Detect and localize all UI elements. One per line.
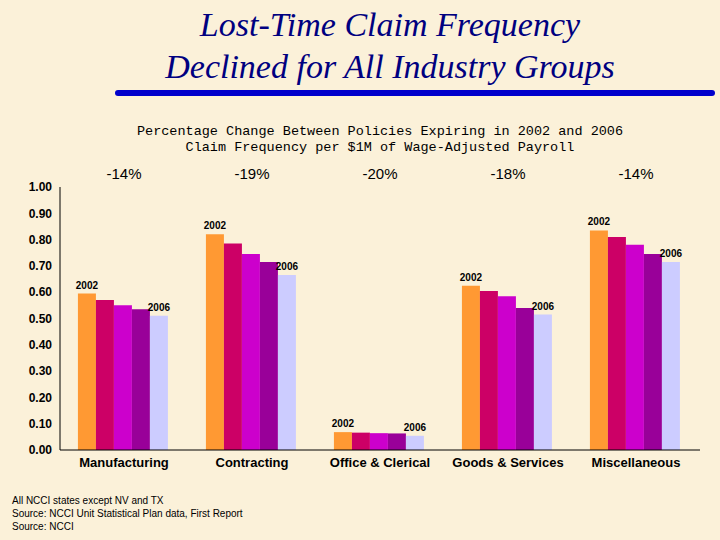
svg-text:0.60: 0.60	[29, 285, 53, 299]
svg-text:2002: 2002	[76, 280, 99, 291]
html-text:Claim Frequency per $1M of Wag: Claim Frequency per $1M of Wage-Adjusted…	[185, 140, 575, 155]
svg-text:0.40: 0.40	[29, 338, 53, 352]
svg-text:Office & Clerical: Office & Clerical	[330, 455, 430, 470]
html-text:Source: NCCI: Source: NCCI	[12, 521, 74, 532]
svg-text:2006: 2006	[532, 301, 555, 312]
html-text:All NCCI states except NV and: All NCCI states except NV and TX	[12, 495, 164, 506]
html-text:Source: NCCI Unit Statistical: Source: NCCI Unit Statistical Plan data,…	[12, 508, 243, 519]
svg-text:0.90: 0.90	[29, 207, 53, 221]
svg-text:2006: 2006	[404, 422, 427, 433]
svg-text:2002: 2002	[460, 272, 483, 283]
svg-text:1.00: 1.00	[29, 180, 53, 194]
svg-text:2006: 2006	[660, 248, 683, 259]
html-text:Declined for All Industry Grou: Declined for All Industry Groups	[165, 48, 615, 85]
svg-text:2006: 2006	[148, 302, 171, 313]
svg-text:Contracting: Contracting	[216, 455, 289, 470]
svg-text:0.10: 0.10	[29, 417, 53, 431]
html-text:Percentage Change Between Poli: Percentage Change Between Policies Expir…	[137, 124, 623, 139]
svg-text:-14%: -14%	[618, 165, 653, 182]
svg-text:0.50: 0.50	[29, 312, 53, 326]
svg-text:0.00: 0.00	[29, 443, 53, 457]
svg-text:Manufacturing: Manufacturing	[79, 455, 169, 470]
svg-text:-14%: -14%	[106, 165, 141, 182]
svg-text:-18%: -18%	[490, 165, 525, 182]
svg-text:2002: 2002	[588, 216, 611, 227]
svg-text:0.20: 0.20	[29, 391, 53, 405]
svg-text:0.80: 0.80	[29, 233, 53, 247]
svg-text:Goods & Services: Goods & Services	[452, 455, 563, 470]
html-text:Lost-Time Claim Frequency: Lost-Time Claim Frequency	[199, 6, 581, 43]
svg-text:2002: 2002	[332, 418, 355, 429]
svg-text:0.70: 0.70	[29, 259, 53, 273]
svg-text:-20%: -20%	[362, 165, 397, 182]
svg-text:-19%: -19%	[234, 165, 269, 182]
svg-text:2006: 2006	[276, 261, 299, 272]
svg-text:2002: 2002	[204, 220, 227, 231]
svg-text:0.30: 0.30	[29, 364, 53, 378]
svg-text:Miscellaneous: Miscellaneous	[592, 455, 681, 470]
